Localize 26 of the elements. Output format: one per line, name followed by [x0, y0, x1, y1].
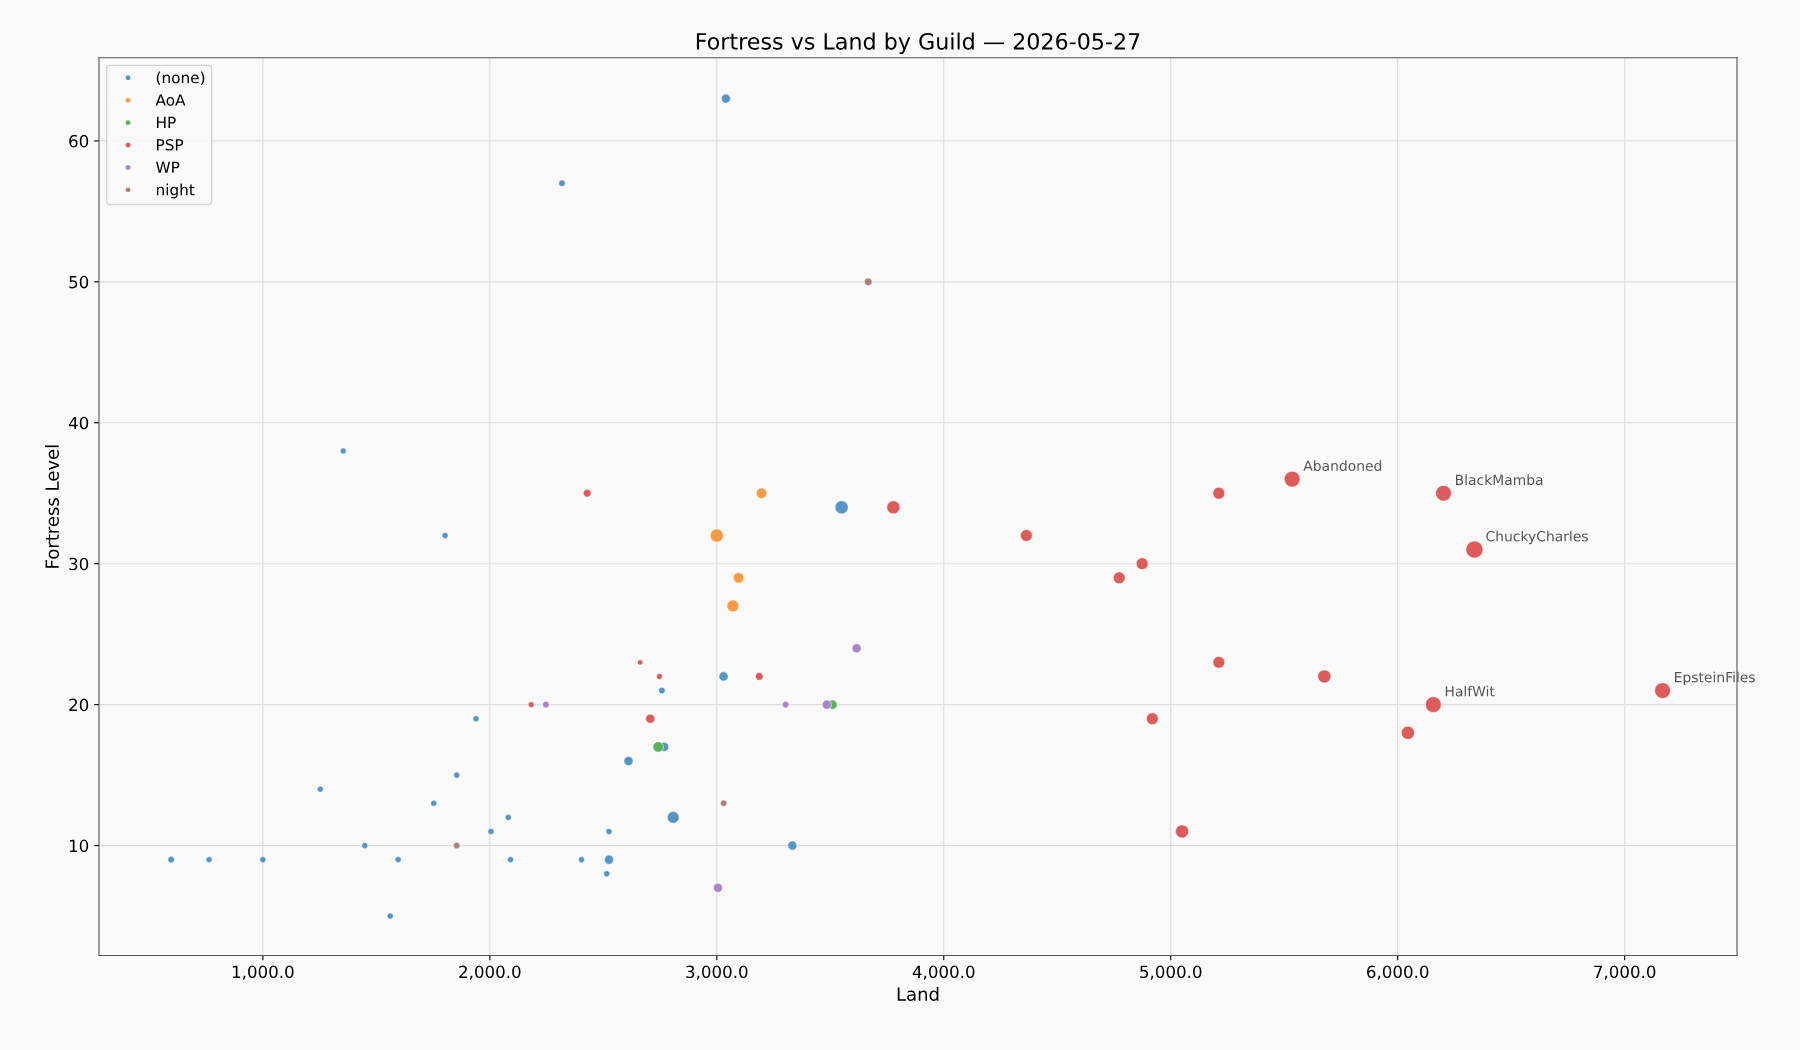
legend-label: WP: [156, 161, 180, 173]
x-tick-label: 2,000.0: [459, 965, 521, 980]
x-tick-label: 1,000.0: [232, 965, 294, 980]
legend-label: night: [156, 183, 195, 199]
x-axis-title: Land: [897, 986, 939, 1001]
y-tick-label: 60: [69, 134, 89, 148]
annotation: BlackMamba: [1456, 474, 1543, 486]
y-tick-label: 30: [69, 557, 89, 571]
y-tick-label: 40: [68, 416, 89, 430]
x-tick-label: 7,000.0: [1594, 965, 1656, 980]
annotation: ChuckyCharles: [1486, 530, 1588, 545]
x-tick-label: 6,000.0: [1367, 965, 1429, 980]
legend-label: HP: [157, 116, 176, 128]
x-tick-label: 3,000.0: [686, 965, 748, 980]
annotation: HalfWit: [1445, 685, 1495, 697]
x-tick-label: 5,000.0: [1140, 965, 1202, 980]
y-axis-title: Fortress Level: [45, 445, 60, 568]
y-tick-label: 50: [69, 275, 89, 289]
x-tick-label: 4,000.0: [912, 965, 975, 980]
legend-label: AoA: [155, 94, 186, 106]
y-tick-label: 10: [69, 839, 89, 853]
legend-label: PSP: [157, 139, 184, 151]
annotation: Abandoned: [1303, 460, 1382, 472]
y-tick-label: 20: [69, 698, 89, 712]
legend-label: (none): [156, 71, 205, 86]
chart-title: Fortress vs Land by Guild — 2026-05-27: [696, 32, 1140, 55]
